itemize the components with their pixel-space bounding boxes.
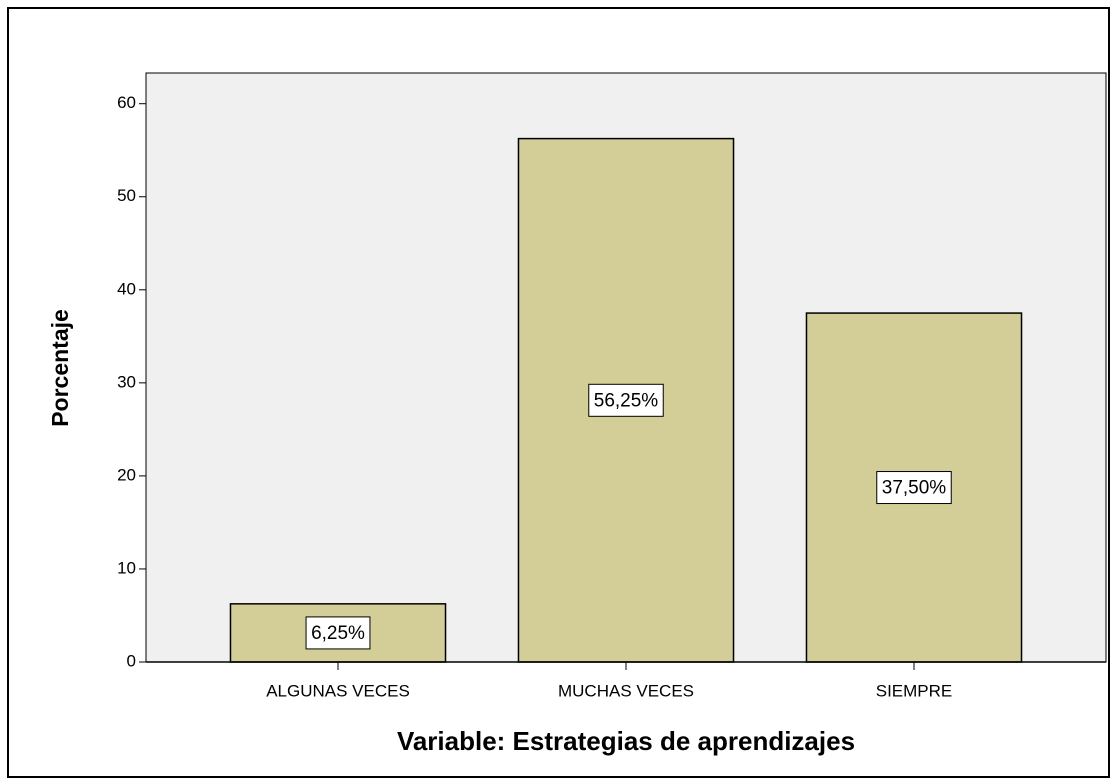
y-tick-label: 40: [117, 279, 136, 298]
value-label-box: [588, 383, 664, 417]
value-label-box: [305, 616, 371, 650]
x-axis-title: Variable: Estrategias de aprendizajes: [397, 726, 855, 756]
x-tick-label: MUCHAS VECES: [558, 681, 694, 700]
x-tick-label: SIEMPRE: [876, 681, 953, 700]
value-label: 56,25%: [594, 390, 659, 411]
y-tick-label: 0: [127, 651, 136, 670]
x-tick-label: ALGUNAS VECES: [266, 681, 410, 700]
y-tick-label: 60: [117, 93, 136, 112]
y-tick-label: 50: [117, 186, 136, 205]
value-label: 6,25%: [311, 623, 365, 644]
y-tick-label: 10: [117, 558, 136, 577]
value-label-box: [876, 471, 952, 505]
y-axis-title: Porcentaje: [47, 309, 73, 427]
y-tick-label: 20: [117, 465, 136, 484]
value-label: 37,50%: [882, 478, 947, 499]
y-tick-label: 30: [117, 372, 136, 391]
